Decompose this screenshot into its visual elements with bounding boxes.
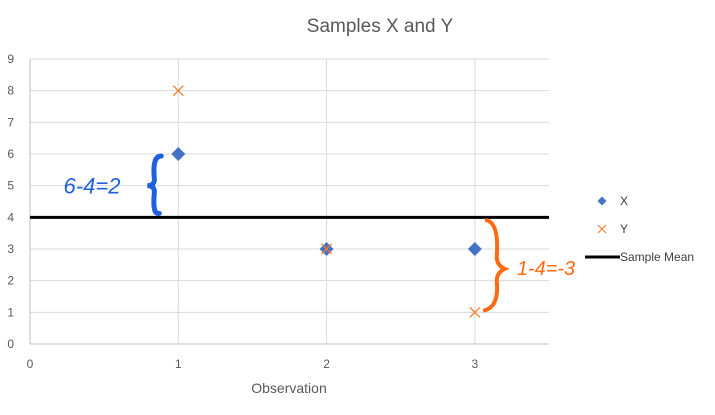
x-tick-label: 3 [472,357,479,371]
point-y [321,243,333,255]
orange-brace [482,218,510,313]
legend-label: Y [620,222,628,236]
chart-title: Samples X and Y [307,16,454,37]
y-tick-labels: 0 1 2 3 4 5 6 7 8 9 [7,52,14,351]
y-tick-label: 1 [7,305,14,319]
y-tick-label: 7 [7,115,14,129]
orange-annotation-text: 1-4=-3 [517,258,575,280]
x-tick-label: 1 [175,357,182,371]
data-points [171,85,482,318]
blue-brace [147,153,164,216]
point-x [171,147,186,161]
x-tick-label: 0 [27,357,34,371]
point-y [172,85,184,97]
x-tick-label: 2 [323,357,330,371]
y-tick-label: 2 [7,274,14,288]
point-y [469,306,481,318]
legend-label: X [620,194,628,208]
y-tick-label: 5 [7,179,14,193]
blue-annotation-text: 6-4=2 [64,174,121,199]
y-tick-label: 3 [7,242,14,256]
y-tick-label: 0 [7,337,14,351]
y-tick-label: 4 [7,210,14,224]
legend-swatch-x [597,196,607,206]
x-tick-labels: 0 1 2 3 [27,357,479,371]
legend-label: Sample Mean [620,250,694,264]
y-tick-label: 6 [7,147,14,161]
legend: XY Sample Mean [585,194,694,264]
legend-swatch-y [597,224,607,234]
point-x [467,242,482,256]
y-tick-label: 9 [7,52,14,66]
grid [29,58,549,345]
y-tick-label: 8 [7,84,14,98]
x-axis-label: Observation [251,380,326,396]
handwritten-annotations: 6-4=2 1-4=-3 [64,153,575,313]
